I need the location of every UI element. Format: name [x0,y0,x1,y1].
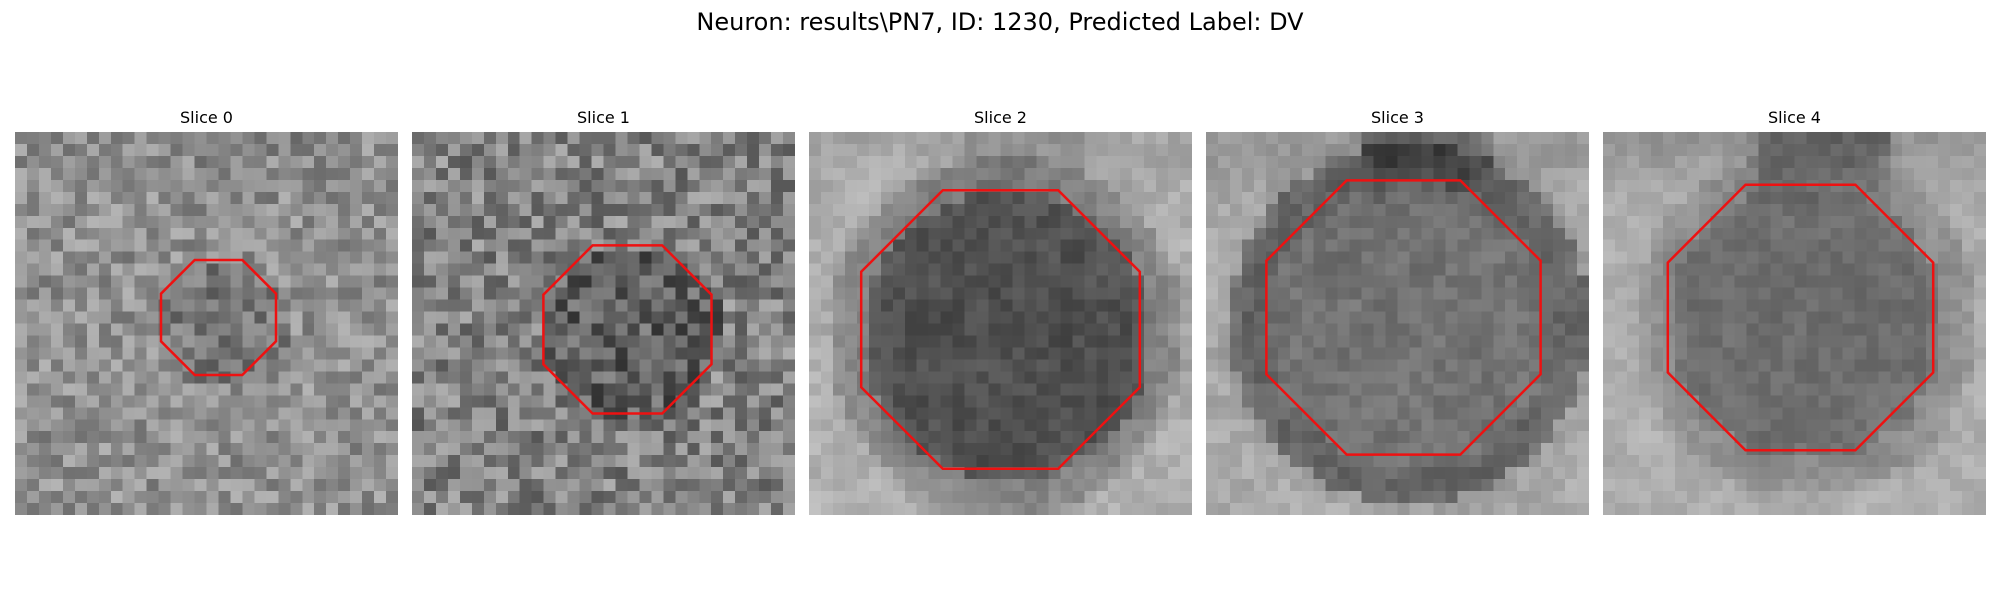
figure-title: Neuron: results\PN7, ID: 1230, Predicted… [696,8,1304,36]
slice-panel-0: Slice 0 [15,108,398,515]
slice-pixel-grid-4 [1603,132,1986,515]
slice-pixel-grid-2 [809,132,1192,515]
slice-panel-2: Slice 2 [809,108,1192,515]
slice-panel-3: Slice 3 [1206,108,1589,515]
segmentation-contour [1265,179,1542,456]
slice-panel-1: Slice 1 [412,108,795,515]
slice-title: Slice 4 [1768,108,1821,127]
slice-image-1 [412,132,795,515]
slice-pixel-grid-1 [412,132,795,515]
slice-panel-4: Slice 4 [1603,108,1986,515]
segmentation-contour [859,188,1142,471]
segmentation-contour [542,244,713,415]
slice-image-0 [15,132,398,515]
slice-image-3 [1206,132,1589,515]
slice-image-2 [809,132,1192,515]
segmentation-contour [1666,183,1935,452]
segmentation-contour [159,258,278,377]
slice-title: Slice 0 [180,108,233,127]
slice-title: Slice 2 [974,108,1027,127]
slice-title: Slice 3 [1371,108,1424,127]
slice-pixel-grid-0 [15,132,398,515]
slice-title: Slice 1 [577,108,630,127]
slice-image-4 [1603,132,1986,515]
slice-pixel-grid-3 [1206,132,1589,515]
